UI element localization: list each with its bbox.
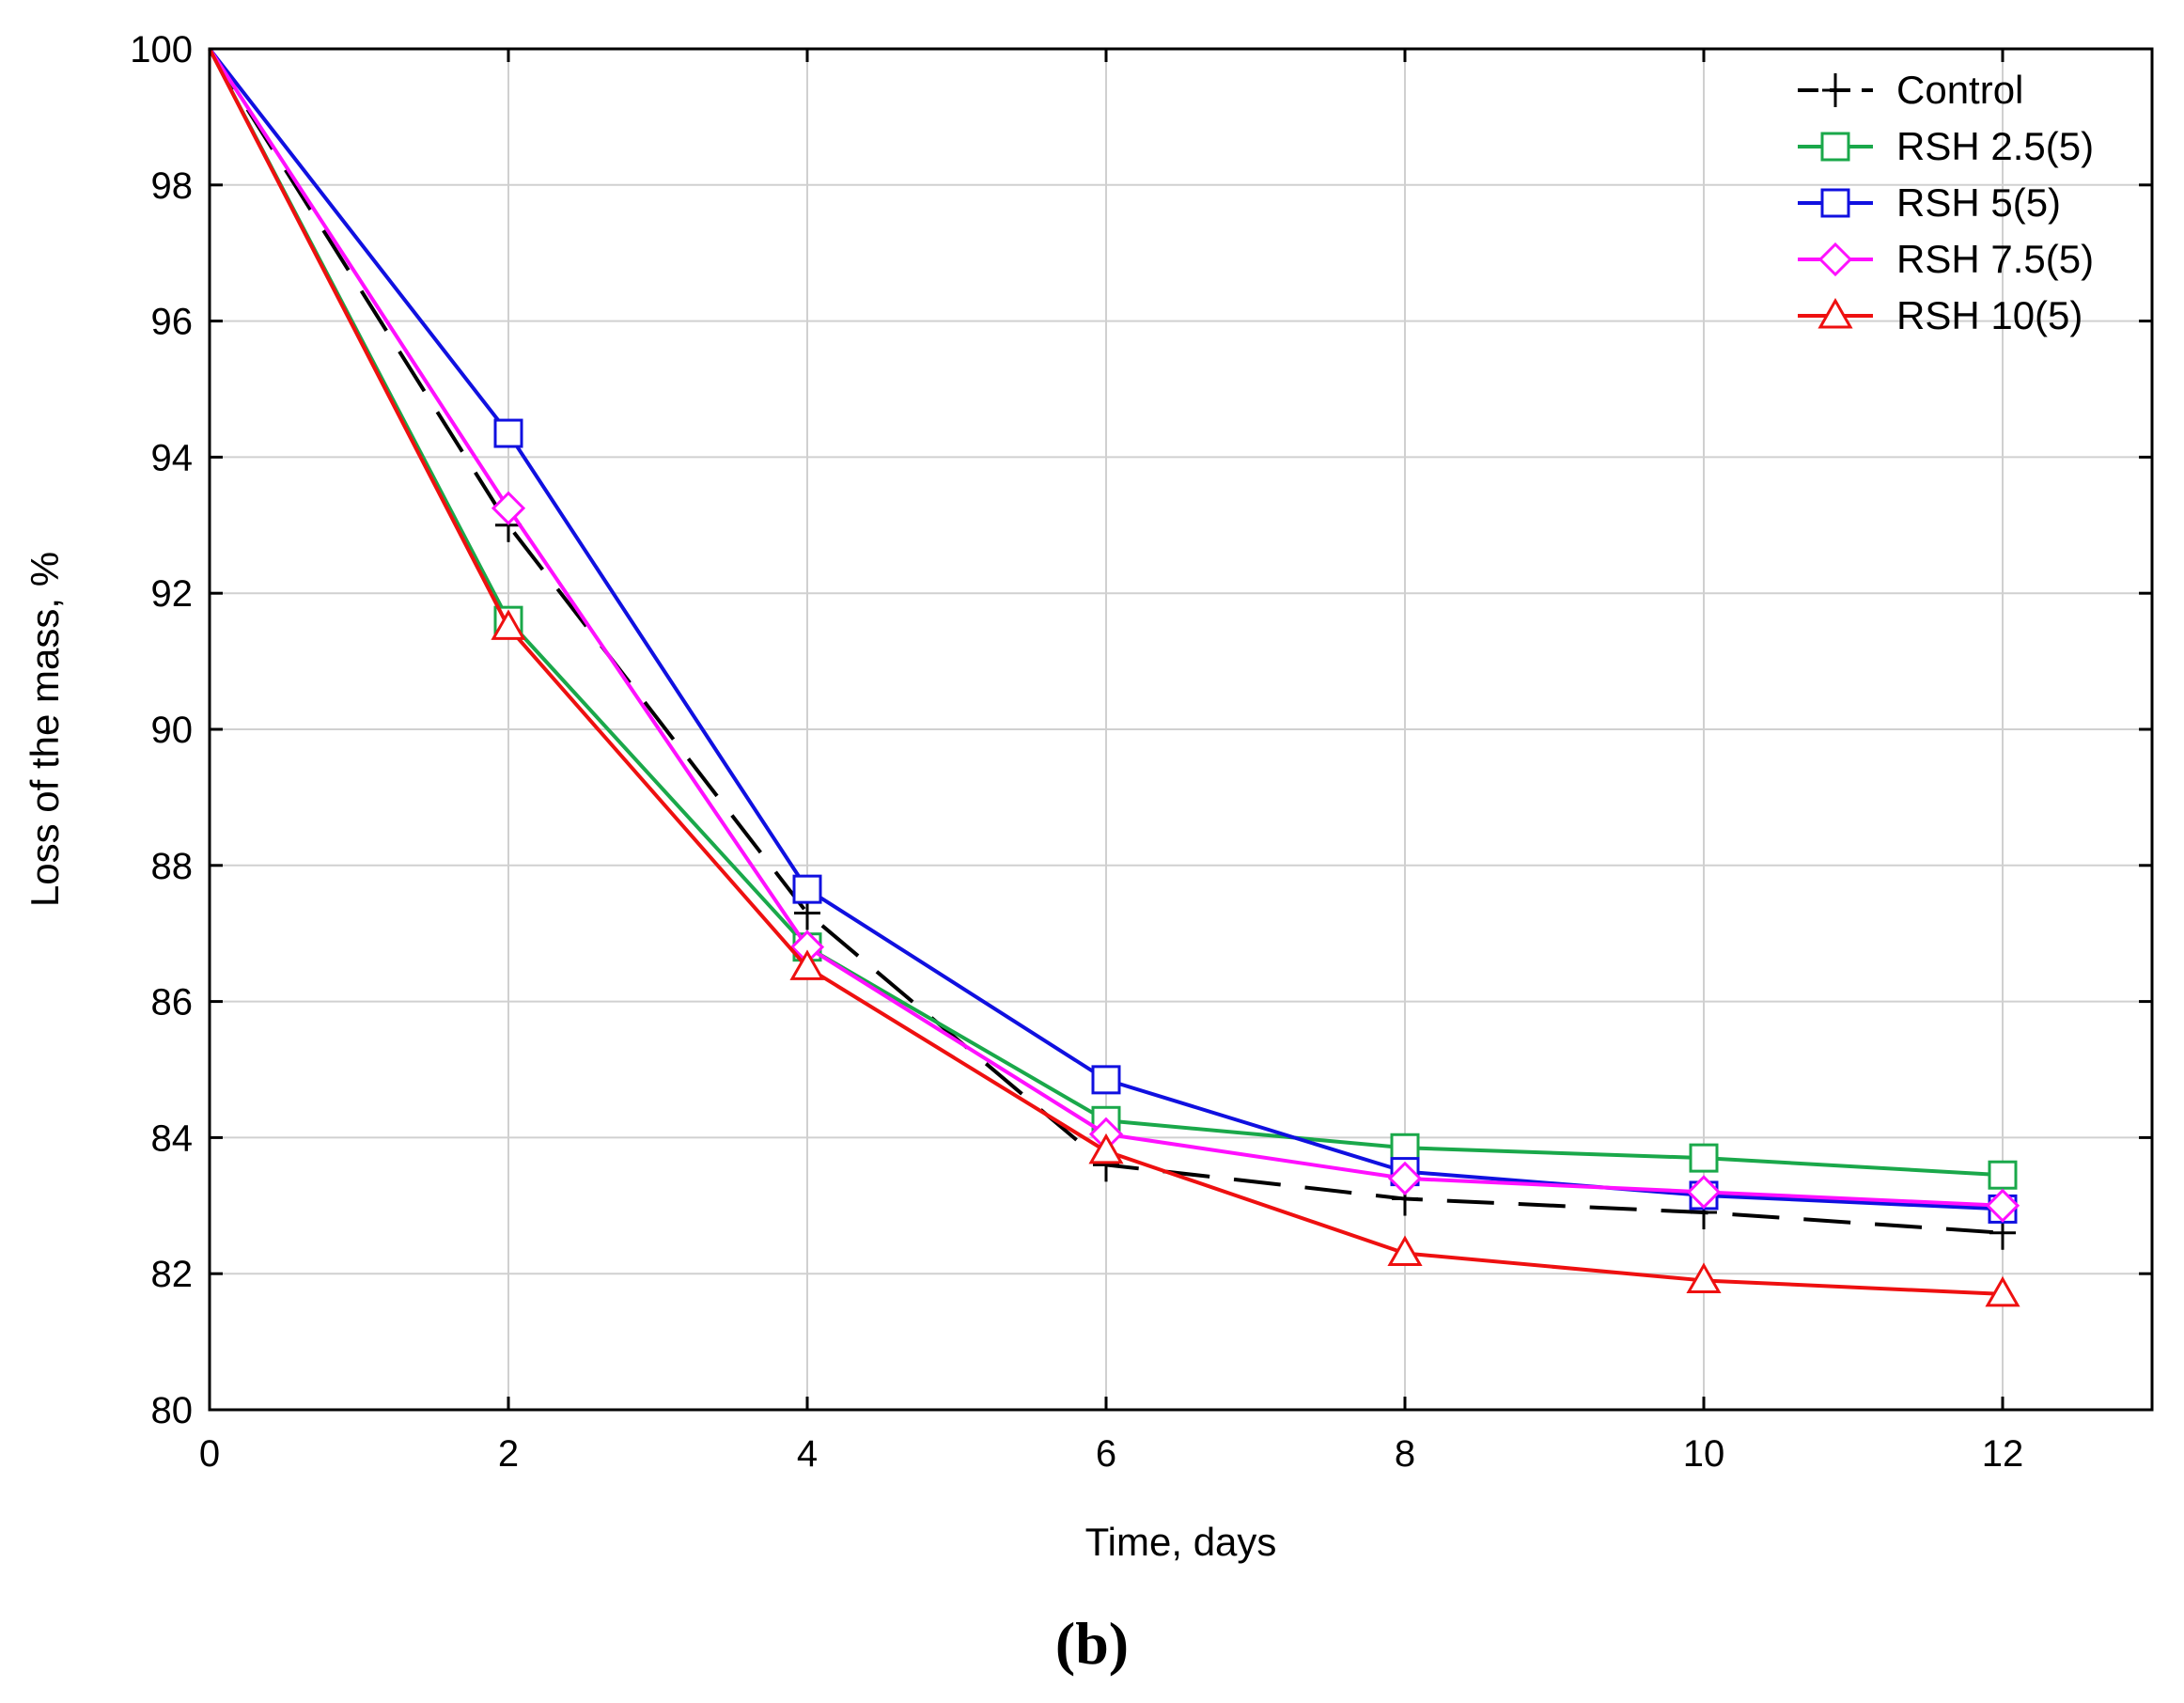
- data-point: [493, 418, 523, 448]
- y-tick-label: 80: [151, 1390, 194, 1431]
- y-tick-label: 84: [151, 1117, 194, 1159]
- legend-item: RSH 2.5(5): [1798, 124, 2094, 168]
- y-tick-label: 82: [151, 1254, 194, 1295]
- y-tick-label: 88: [151, 846, 194, 887]
- data-point: [491, 491, 526, 525]
- data-point: [1686, 1175, 1722, 1210]
- x-tick-label: 0: [199, 1433, 220, 1475]
- y-tick-label: 90: [151, 710, 194, 751]
- data-point: [1686, 1262, 1722, 1293]
- data-point: [1390, 1133, 1420, 1163]
- legend-marker: [1820, 188, 1850, 218]
- y-tick-label: 96: [151, 302, 194, 343]
- legend-label: RSH 7.5(5): [1896, 237, 2094, 281]
- data-point: [491, 609, 526, 640]
- legend-marker: [1817, 242, 1853, 277]
- x-tick-label: 4: [797, 1433, 818, 1475]
- legend-item: Control: [1798, 68, 2023, 112]
- data-point: [1985, 1188, 2020, 1223]
- legend-marker: [1817, 297, 1853, 329]
- legend-item: RSH 10(5): [1798, 293, 2083, 337]
- data-point: [1387, 1161, 1423, 1195]
- series-group: [208, 47, 2020, 1307]
- y-tick-label: 86: [151, 982, 194, 1023]
- y-axis-title: Loss of the mass, %: [23, 552, 67, 907]
- y-tick-label: 92: [151, 573, 194, 615]
- legend-label: RSH 10(5): [1896, 293, 2083, 337]
- x-tick-label: 8: [1395, 1433, 1415, 1475]
- y-tick-label: 98: [151, 165, 194, 207]
- series-rsh-10-5-: [208, 48, 2020, 1307]
- y-tick-label: 100: [130, 29, 193, 70]
- data-point: [792, 874, 822, 904]
- axis-ticks: 80 82 84 86 88 90 92 94 96 98 100 0 2 4 6 8 10 12: [130, 29, 2152, 1475]
- data-point: [1985, 1275, 2020, 1307]
- data-point: [1387, 1235, 1423, 1266]
- panel-label: (b): [1055, 1610, 1129, 1677]
- legend-marker: [1822, 73, 1849, 107]
- legend-label: RSH 5(5): [1896, 180, 2061, 225]
- legend-label: RSH 2.5(5): [1896, 124, 2094, 168]
- data-point: [789, 949, 825, 980]
- x-tick-label: 6: [1096, 1433, 1116, 1475]
- legend-item: RSH 7.5(5): [1798, 237, 2094, 281]
- legend-item: RSH 5(5): [1798, 180, 2061, 225]
- data-point: [1988, 1160, 2018, 1190]
- legend-label: Control: [1896, 68, 2023, 112]
- legend-marker: [1820, 132, 1850, 162]
- y-tick-label: 94: [151, 437, 194, 478]
- data-point: [1689, 1143, 1719, 1173]
- data-point: [1091, 1065, 1121, 1095]
- legend: Control RSH 2.5(5) RSH 5(5) RSH 7.5(5) RSH 1…: [1798, 68, 2094, 337]
- data-point: [1088, 1133, 1124, 1164]
- x-axis-title: Time, days: [1085, 1520, 1277, 1564]
- x-tick-label: 12: [1982, 1433, 2024, 1475]
- x-tick-label: 10: [1683, 1433, 1725, 1475]
- x-tick-label: 2: [498, 1433, 519, 1475]
